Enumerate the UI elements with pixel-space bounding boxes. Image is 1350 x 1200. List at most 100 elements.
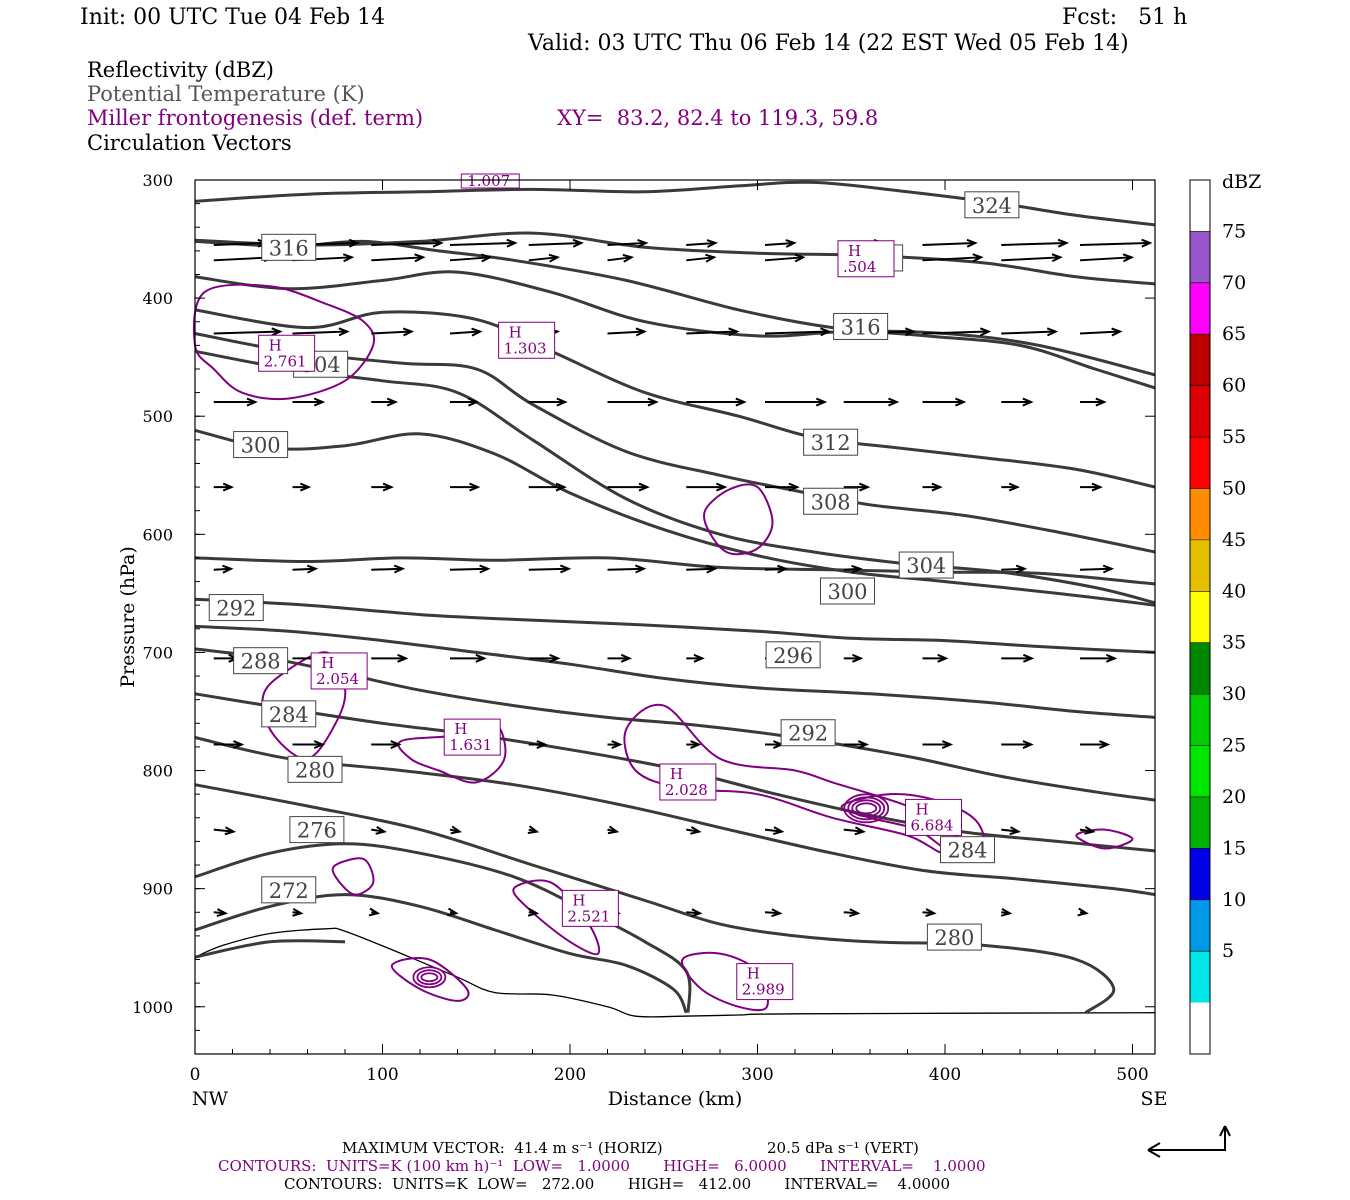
frontogenesis-max-h: H (747, 965, 760, 983)
valid-time: Valid: 03 UTC Thu 06 Feb 14 (22 EST Wed … (528, 31, 1129, 56)
reference-vector-icon (1147, 1125, 1231, 1158)
colorbar-frame (1189, 179, 1211, 1055)
vector-arrowhead (1046, 327, 1059, 337)
frontogenesis-max-value: 1.303 (504, 339, 547, 357)
vector-arrowhead (1051, 253, 1063, 263)
y-tick-label: 700 (142, 643, 173, 662)
vector-arrowhead (306, 564, 319, 574)
vector-arrowhead (397, 653, 409, 663)
vector-arrow (371, 567, 403, 571)
vector-arrow (292, 330, 348, 335)
vector-arrow (528, 241, 582, 246)
theta-contour-300 (194, 597, 1156, 654)
frontogenesis-max-box (443, 718, 501, 756)
frontogenesis-contour (1075, 828, 1134, 850)
y-tick-label: 300 (142, 171, 173, 190)
vector-arrowhead (854, 826, 866, 836)
frontogenesis-contour (390, 957, 470, 1002)
vector-arrowhead (233, 740, 245, 749)
colorbar-swatch (1190, 282, 1210, 335)
vector-arrowhead (620, 653, 633, 663)
vector-arrow (607, 567, 644, 571)
circulation-vectors (213, 238, 1153, 918)
vector-arrowhead (815, 397, 828, 407)
frontogenesis-partial-box (460, 173, 520, 189)
colorbar-label: 55 (1222, 426, 1246, 448)
theta-label: 312 (811, 431, 851, 455)
vector-arrowhead (338, 327, 350, 337)
vector-arrow (764, 241, 795, 246)
vector-arrowhead (1122, 253, 1135, 263)
x-tick-label: 400 (929, 1065, 961, 1085)
vector-arrowhead (1099, 740, 1111, 749)
frontogenesis-max-box (498, 321, 556, 359)
theta-label-box (261, 876, 317, 904)
colorbar-label: 50 (1222, 477, 1246, 499)
vector-arrowhead (393, 564, 406, 574)
vector-arrowhead (216, 908, 228, 918)
vector-arrowhead (342, 253, 355, 263)
footer-frontogenesis-contours: CONTOURS: UNITS=K (100 km h)⁻¹ LOW= 1.00… (218, 1157, 986, 1175)
frontogenesis-partial-value: 1.007 (467, 172, 510, 190)
vector-arrowhead (706, 564, 718, 574)
frontogenesis-max-h: H (321, 654, 334, 672)
vector-arrow (1001, 567, 1025, 571)
vector-arrowhead (246, 397, 258, 407)
theta-label: 284 (269, 703, 309, 727)
vector-arrowhead (852, 653, 864, 663)
vector-arrowhead (471, 327, 483, 337)
frontogenesis-max-value: 2.521 (567, 907, 610, 925)
vector-arrowhead (690, 740, 702, 749)
vector-arrowhead (527, 907, 540, 917)
x-axis-label: Distance (km) (608, 1088, 743, 1110)
vector-arrowhead (635, 564, 647, 574)
vector-arrow (449, 567, 489, 571)
vector-arrowhead (1015, 564, 1028, 574)
vector-arrowhead (785, 239, 797, 248)
vector-arrowhead (637, 238, 649, 248)
x-tick-label: 300 (741, 1065, 773, 1085)
vector-arrow (607, 330, 645, 335)
vector-arrowhead (480, 253, 493, 263)
theta-label-box (261, 700, 317, 728)
vector-arrowhead (772, 826, 785, 836)
colorbar-label: 25 (1222, 735, 1246, 757)
vector-arrowhead (705, 253, 717, 263)
theta-contour-280 (194, 842, 692, 1013)
frontogenesis-contour (855, 802, 878, 815)
legend-vectors: Circulation Vectors (87, 131, 292, 155)
y-axis-label: Pressure (hPa) (117, 546, 139, 688)
vector-arrowhead (1009, 826, 1021, 836)
theta-label: 284 (947, 839, 987, 863)
frontogenesis-max-value: 2.761 (264, 352, 307, 370)
vector-arrow (371, 241, 442, 246)
frontogenesis-max-box (837, 240, 895, 278)
x-tick-label: 500 (1116, 1065, 1148, 1085)
theta-label: 280 (295, 758, 335, 782)
vector-arrow (922, 330, 989, 335)
y-tick-label: 500 (142, 407, 173, 426)
frontogenesis-max-value: 2.054 (316, 670, 359, 688)
theta-label-box (803, 487, 859, 515)
theta-label-box (233, 431, 289, 459)
vector-arrow (1079, 241, 1151, 246)
theta-contour-312 (194, 308, 1156, 489)
colorbar-label: 20 (1222, 786, 1246, 808)
vector-arrowhead (925, 908, 937, 918)
vector-arrowhead (691, 908, 703, 918)
vector-arrow (1001, 241, 1067, 246)
vector-arrow (686, 567, 715, 571)
colorbar-swatch (1190, 385, 1210, 438)
vector-arrowhead (972, 253, 984, 263)
theta-label: 292 (216, 597, 256, 621)
vector-arrow (528, 256, 558, 262)
frontogenesis-contour (703, 483, 774, 556)
frontogenesis-max-h: H (848, 242, 861, 260)
colorbar-swatch (1190, 488, 1210, 540)
vector-arrow (843, 567, 861, 571)
theta-label-box (208, 594, 264, 622)
theta-label-box (765, 641, 821, 669)
frontogenesis-contour (331, 857, 375, 896)
vector-arrowhead (607, 825, 620, 835)
vector-arrowhead (348, 238, 361, 248)
